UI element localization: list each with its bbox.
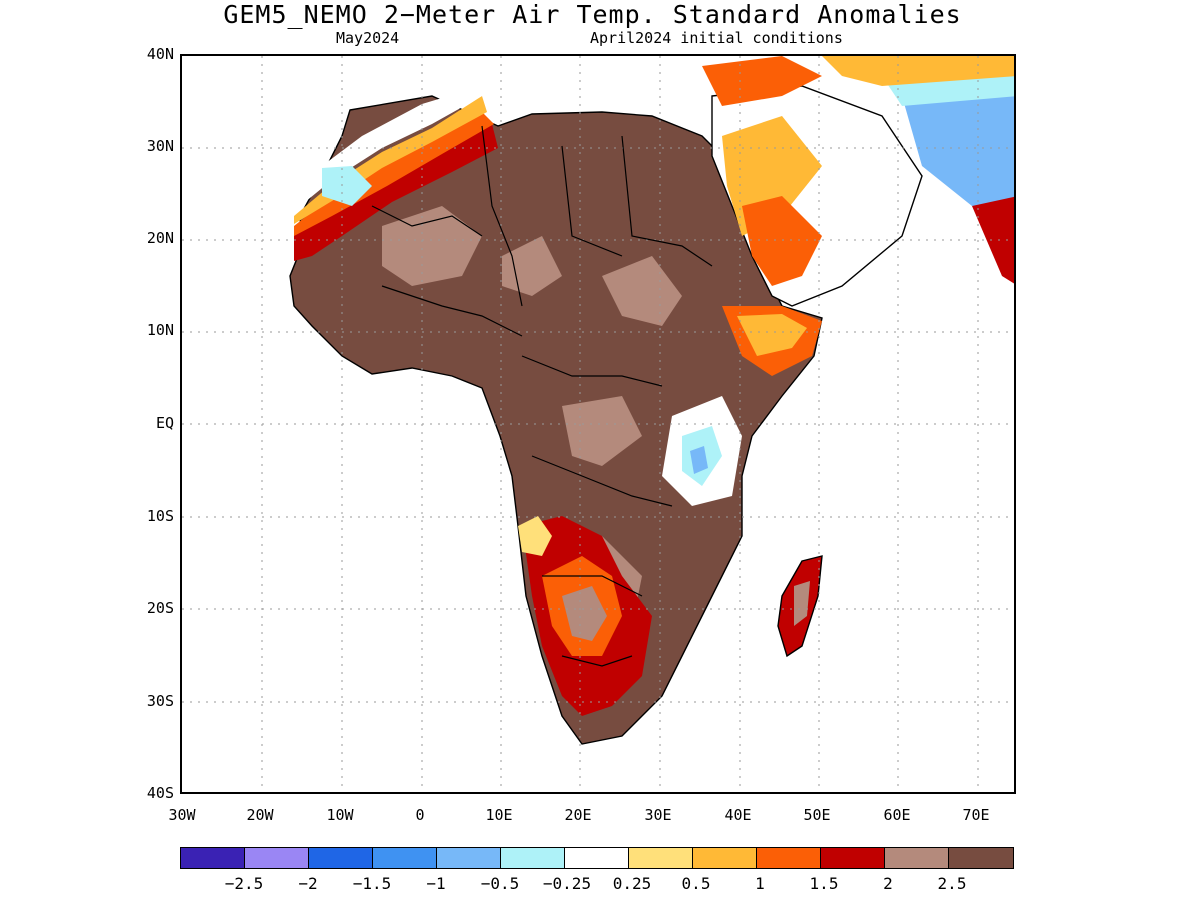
legend-swatch-8 <box>629 848 693 868</box>
lat-label-10s: 10S <box>146 507 174 525</box>
lon-label-30w: 30W <box>168 806 196 824</box>
legend-swatch-10 <box>757 848 821 868</box>
lon-label-60e: 60E <box>883 806 911 824</box>
anomaly-patch-lightbrown-east <box>602 256 682 326</box>
legend-label-4: −1 <box>426 874 446 893</box>
legend-label-1: −2.5 <box>224 874 264 893</box>
legend-swatch-3 <box>309 848 373 868</box>
lat-label-10n: 10N <box>146 321 174 339</box>
country-borders <box>371 125 713 667</box>
legend-label-7: 0.25 <box>612 874 652 893</box>
lat-label-30n: 30N <box>146 137 174 155</box>
lon-label-10w: 10W <box>326 806 354 824</box>
lat-label-20n: 20N <box>146 229 174 247</box>
legend-swatch-6 <box>501 848 565 868</box>
lon-label-40e: 40E <box>724 806 752 824</box>
lat-label-40n: 40N <box>146 45 174 63</box>
madagascar-brown <box>794 581 810 626</box>
initial-conditions: April2024 initial conditions <box>590 29 843 47</box>
anomaly-band-red-north <box>294 124 498 261</box>
legend-label-5: −0.5 <box>480 874 520 893</box>
legend-label-2: −2 <box>298 874 318 893</box>
legend-label-12: 2.5 <box>937 874 967 893</box>
legend-label-10: 1.5 <box>809 874 839 893</box>
graticule <box>182 56 1014 792</box>
legend-colorbar <box>180 847 1014 869</box>
legend-swatch-4 <box>373 848 437 868</box>
legend-label-9: 1 <box>755 874 765 893</box>
anomaly-arabia-red <box>742 196 822 286</box>
legend-swatch-13 <box>949 848 1013 868</box>
anomaly-south-brown <box>562 586 607 641</box>
anomaly-pakistan-red <box>972 196 1014 284</box>
legend-swatch-2 <box>245 848 309 868</box>
lat-label-40s: 40S <box>146 784 174 802</box>
lat-label-20s: 20S <box>146 599 174 617</box>
lon-label-20e: 20E <box>564 806 592 824</box>
legend-swatch-1 <box>181 848 245 868</box>
anomaly-iran-blue <box>902 96 1014 216</box>
lat-label-eq: EQ <box>155 414 174 432</box>
lon-label-30e: 30E <box>644 806 672 824</box>
lon-label-0: 0 <box>415 806 425 824</box>
legend-label-3: −1.5 <box>352 874 392 893</box>
lon-label-50e: 50E <box>803 806 831 824</box>
lon-label-70e: 70E <box>962 806 990 824</box>
legend-label-6: −0.25 <box>542 874 592 893</box>
map-title: GEM5_NEMO 2−Meter Air Temp. Standard Ano… <box>223 0 962 29</box>
lon-label-20w: 20W <box>246 806 274 824</box>
anomaly-patch-lightbrown-central <box>562 396 642 466</box>
anomaly-map-svg <box>182 56 1014 792</box>
legend-swatch-11 <box>821 848 885 868</box>
legend-label-8: 0.5 <box>681 874 711 893</box>
anomaly-map <box>180 54 1016 794</box>
anomaly-eastafrica-blue <box>690 446 708 474</box>
lat-label-30s: 30S <box>146 692 174 710</box>
anomaly-light-blue-morocco <box>322 166 372 206</box>
anomaly-patch-lightbrown-west <box>382 206 482 286</box>
anomaly-southwest-yellow <box>518 516 552 556</box>
legend-swatch-12 <box>885 848 949 868</box>
anomaly-horn-yellow <box>737 314 807 356</box>
forecast-month: May2024 <box>336 29 400 47</box>
anomaly-neutral-northwest <box>294 86 482 211</box>
legend-swatch-9 <box>693 848 757 868</box>
legend-swatch-7 <box>565 848 629 868</box>
legend-label-11: 2 <box>883 874 893 893</box>
lon-label-10e: 10E <box>485 806 513 824</box>
anomaly-iran-orange <box>822 56 1014 86</box>
anomaly-band-orange-north <box>294 112 494 236</box>
anomaly-middleeast-red <box>702 56 822 106</box>
legend-swatch-5 <box>437 848 501 868</box>
